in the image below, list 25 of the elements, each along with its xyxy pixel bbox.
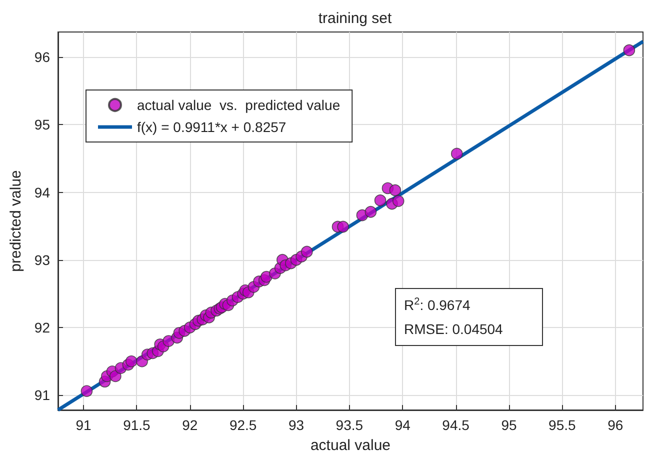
x-tick-label: 91.5 (123, 417, 151, 433)
annotation: RMSE: 0.04504 (404, 320, 504, 339)
x-tick-label: 92 (182, 417, 198, 433)
x-tick-label: 93.5 (336, 417, 364, 433)
x-tick-label: 95.5 (548, 417, 576, 433)
x-axis-title: actual value (310, 437, 391, 454)
legend-label: actual value vs. predicted value (137, 97, 340, 113)
chart-title: training set (318, 10, 393, 27)
x-tick-label: 94.5 (442, 417, 470, 433)
x-tick-label: 92.5 (229, 417, 257, 433)
y-tick-label: 93 (34, 252, 50, 268)
y-tick-label: 91 (34, 387, 50, 404)
x-tick-label: 95 (501, 417, 517, 433)
y-axis-title: predicted value (8, 170, 25, 272)
y-tick-label: 94 (34, 184, 50, 200)
x-tick-label: 94 (394, 417, 411, 433)
y-tick-label: 92 (34, 320, 50, 336)
y-tick-label: 95 (34, 116, 50, 133)
y-tick-label: 96 (34, 49, 50, 66)
text-box: R$^{2}$: 0.9674 RMSE: 0.04504 (395, 288, 543, 346)
annotation: R$^{2}$: 0.9674 (404, 295, 472, 315)
x-tick-label: 93 (288, 417, 304, 433)
x-tick-label: 96 (608, 417, 624, 433)
legend-label: f(x) = 0.9911*x + 0.8257 (137, 119, 286, 135)
x-tick-label: 91 (76, 417, 92, 433)
